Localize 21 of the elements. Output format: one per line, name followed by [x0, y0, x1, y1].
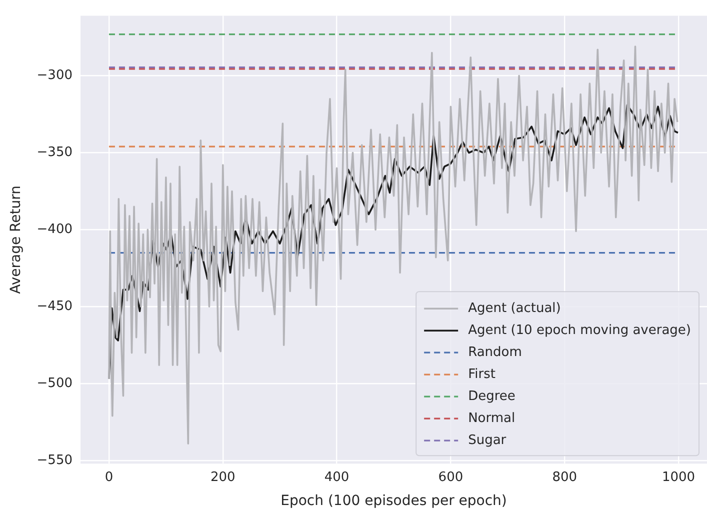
y-tick-label: −550 — [36, 452, 73, 468]
y-tick-label: −300 — [36, 68, 73, 84]
legend-label: Sugar — [468, 432, 507, 448]
y-tick-label: −400 — [36, 222, 73, 238]
y-tick-label: −500 — [36, 376, 73, 391]
x-axis-title: Epoch (100 episodes per epoch) — [280, 493, 507, 510]
x-tick-label: 600 — [438, 470, 464, 485]
legend-label: Agent (actual) — [468, 300, 561, 316]
y-tick-label: −350 — [36, 145, 73, 160]
x-tick-label: 0 — [104, 470, 114, 485]
x-tick-label: 1000 — [662, 470, 696, 485]
legend-label: Degree — [468, 388, 516, 404]
legend-label: Normal — [468, 410, 516, 426]
legend-label: First — [468, 366, 496, 382]
x-tick-label: 400 — [324, 470, 350, 485]
legend-label: Random — [468, 344, 522, 360]
y-tick-label: −450 — [36, 299, 73, 314]
x-tick-label: 200 — [210, 470, 236, 485]
x-tick-label: 800 — [552, 470, 578, 485]
legend-label: Agent (10 epoch moving average) — [468, 322, 692, 338]
y-axis-title: Average Return — [8, 185, 24, 294]
